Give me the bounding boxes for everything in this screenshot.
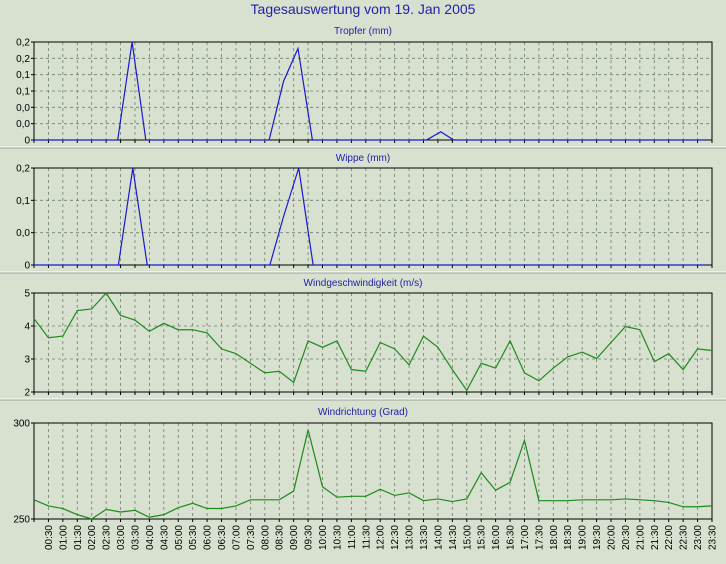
window-title: Tagesauswertung vom 19. Jan 2005 bbox=[250, 1, 476, 17]
y-tick-label: 0,0 bbox=[16, 228, 30, 239]
x-tick-label: 13:00 bbox=[405, 525, 416, 550]
x-tick-label: 04:30 bbox=[159, 525, 170, 550]
x-tick-label: 08:30 bbox=[275, 525, 286, 550]
x-tick-label: 15:30 bbox=[477, 525, 488, 550]
y-tick-label: 0,1 bbox=[16, 70, 30, 81]
x-tick-label: 14:30 bbox=[448, 525, 459, 550]
x-tick-label: 20:30 bbox=[621, 525, 632, 550]
x-tick-label: 23:00 bbox=[693, 525, 704, 550]
y-tick-label: 300 bbox=[13, 419, 30, 430]
x-tick-label: 12:30 bbox=[390, 525, 401, 550]
x-tick-label: 11:00 bbox=[347, 525, 358, 550]
x-tick-label: 16:00 bbox=[491, 525, 502, 550]
x-tick-label: 03:00 bbox=[116, 525, 127, 550]
y-tick-label: 3 bbox=[24, 355, 30, 366]
x-tick-label: 17:00 bbox=[520, 525, 531, 550]
plot-border bbox=[33, 422, 713, 520]
x-tick-label: 02:00 bbox=[87, 525, 98, 550]
y-tick-label: 0,2 bbox=[16, 38, 30, 49]
x-tick-label: 13:30 bbox=[419, 525, 430, 550]
x-tick-label: 17:30 bbox=[534, 525, 545, 550]
x-tick-label: 23:30 bbox=[708, 525, 719, 550]
y-tick-label: 0,0 bbox=[16, 103, 30, 114]
x-tick-label: 05:30 bbox=[188, 525, 199, 550]
plot-border bbox=[33, 292, 713, 393]
y-tick-label: 250 bbox=[13, 515, 30, 526]
x-tick-label: 09:00 bbox=[289, 525, 300, 550]
x-tick-label: 10:30 bbox=[332, 525, 343, 550]
x-tick-label: 22:00 bbox=[664, 525, 675, 550]
x-tick-label: 14:00 bbox=[433, 525, 444, 550]
y-tick-label: 0,1 bbox=[16, 196, 30, 207]
x-tick-label: 01:00 bbox=[58, 525, 69, 550]
series-line bbox=[33, 429, 713, 520]
x-tick-label: 01:30 bbox=[73, 525, 84, 550]
x-tick-label: 09:30 bbox=[304, 525, 315, 550]
x-tick-label: 10:00 bbox=[318, 525, 329, 550]
x-tick-label: 18:30 bbox=[563, 525, 574, 550]
x-tick-label: 12:00 bbox=[376, 525, 387, 550]
x-tick-label: 19:30 bbox=[592, 525, 603, 550]
chart-title: Wippe (mm) bbox=[336, 153, 390, 164]
x-tick-label: 06:30 bbox=[217, 525, 228, 550]
x-tick-label: 06:00 bbox=[203, 525, 214, 550]
x-tick-label: 20:00 bbox=[607, 525, 618, 550]
x-tick-label: 03:30 bbox=[130, 525, 141, 550]
y-tick-label: 0 bbox=[24, 261, 30, 272]
x-tick-label: 07:00 bbox=[231, 525, 242, 550]
x-tick-label: 02:30 bbox=[102, 525, 113, 550]
series-line bbox=[33, 292, 713, 392]
y-tick-label: 4 bbox=[24, 322, 30, 333]
x-tick-label: 22:30 bbox=[679, 525, 690, 550]
chart-title: Windgeschwindigkeit (m/s) bbox=[304, 278, 423, 289]
y-tick-label: 0,0 bbox=[16, 119, 30, 130]
x-tick-label: 11:30 bbox=[361, 525, 372, 550]
y-tick-label: 0,2 bbox=[16, 54, 30, 65]
y-tick-label: 0 bbox=[24, 136, 30, 147]
x-tick-label: 00:30 bbox=[44, 525, 55, 550]
x-tick-label: 07:30 bbox=[246, 525, 257, 550]
x-tick-label: 21:30 bbox=[650, 525, 661, 550]
x-tick-label: 04:00 bbox=[145, 525, 156, 550]
x-tick-label: 15:00 bbox=[462, 525, 473, 550]
plot-border bbox=[33, 167, 713, 266]
y-tick-label: 2 bbox=[24, 388, 30, 399]
x-tick-label: 05:00 bbox=[174, 525, 185, 550]
x-tick-label: 18:00 bbox=[549, 525, 560, 550]
y-tick-label: 0,1 bbox=[16, 87, 30, 98]
x-tick-label: 08:00 bbox=[260, 525, 271, 550]
y-tick-label: 5 bbox=[24, 289, 30, 300]
x-tick-label: 16:30 bbox=[506, 525, 517, 550]
chart-title: Tropfer (mm) bbox=[334, 26, 392, 37]
chart-title: Windrichtung (Grad) bbox=[318, 407, 408, 418]
x-tick-label: 21:00 bbox=[635, 525, 646, 550]
y-tick-label: 0,2 bbox=[16, 164, 30, 175]
x-tick-label: 19:00 bbox=[578, 525, 589, 550]
